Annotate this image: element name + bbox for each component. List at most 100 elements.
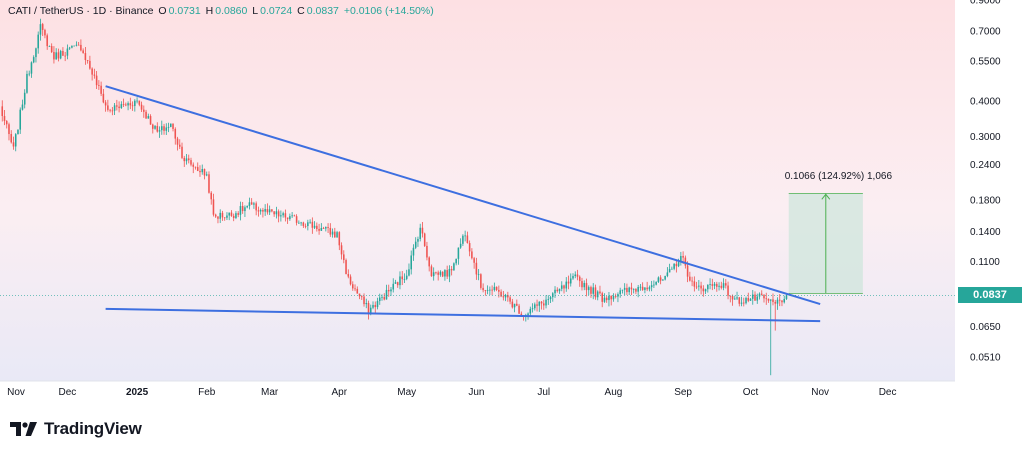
candle-body bbox=[21, 104, 24, 110]
candle-body bbox=[709, 284, 711, 285]
candle-body bbox=[68, 47, 71, 49]
x-tick-label: Nov bbox=[811, 387, 829, 398]
candle-body bbox=[558, 288, 561, 292]
x-axis[interactable]: Nov Dec 2025 Feb Mar Apr May Jun Jul Aug Sep Oct Nov… bbox=[7, 387, 896, 398]
candle-body bbox=[511, 301, 514, 308]
candle-body bbox=[217, 216, 219, 219]
candle-body bbox=[327, 227, 329, 228]
chart-area[interactable]: 0.9000 0.7000 0.5500 0.4000 0.3000 0.2400 0.18… bbox=[0, 0, 1023, 405]
candle-body bbox=[167, 126, 170, 128]
candle-body bbox=[718, 285, 720, 287]
candle-body bbox=[284, 213, 287, 218]
candle-body bbox=[673, 263, 675, 269]
candle-body bbox=[500, 291, 502, 297]
candle-body bbox=[599, 291, 601, 294]
candle-body bbox=[518, 305, 520, 314]
candle-body bbox=[35, 48, 37, 58]
candle-body bbox=[86, 60, 89, 61]
candle-body bbox=[704, 289, 707, 292]
candle-body bbox=[273, 211, 275, 215]
tradingview-logo[interactable]: TradingView bbox=[10, 419, 142, 439]
candle-body bbox=[590, 287, 592, 294]
candle-body bbox=[322, 228, 325, 229]
tradingview-logo-icon bbox=[10, 422, 37, 436]
x-tick-label: Mar bbox=[261, 387, 279, 398]
candle-body bbox=[682, 256, 684, 258]
x-tick-label: Nov bbox=[7, 387, 25, 398]
candle-body bbox=[46, 35, 48, 47]
candle-body bbox=[122, 104, 125, 105]
candle-body bbox=[208, 174, 210, 193]
candle-body bbox=[423, 233, 426, 246]
candle-body bbox=[37, 34, 39, 49]
candle-body bbox=[702, 288, 705, 292]
candle-body bbox=[196, 167, 199, 171]
candle-body bbox=[111, 110, 114, 112]
candle-body bbox=[163, 126, 165, 131]
candle-body bbox=[376, 301, 379, 308]
candle-body bbox=[448, 268, 451, 277]
candle-body bbox=[125, 104, 127, 106]
candle-body bbox=[298, 222, 300, 224]
candle-body bbox=[592, 287, 595, 294]
candle-body bbox=[246, 206, 248, 208]
candle-body bbox=[331, 231, 334, 235]
candle-body bbox=[659, 277, 662, 281]
candle-body bbox=[567, 281, 570, 284]
candle-body bbox=[147, 116, 150, 119]
candle-body bbox=[545, 299, 547, 306]
candle-body bbox=[390, 289, 392, 292]
candle-body bbox=[80, 44, 82, 51]
low-label: L bbox=[252, 5, 259, 17]
candle-body bbox=[311, 221, 314, 228]
trendlines[interactable] bbox=[105, 85, 821, 323]
candle-body bbox=[95, 75, 98, 86]
x-tick-label: Sep bbox=[674, 387, 692, 398]
price-chart[interactable]: 0.9000 0.7000 0.5500 0.4000 0.3000 0.2400 0.18… bbox=[0, 0, 1023, 405]
candle-body bbox=[8, 124, 10, 135]
candle-body bbox=[736, 297, 738, 299]
candle-body bbox=[183, 157, 186, 162]
candle-body bbox=[129, 103, 132, 106]
candle-body bbox=[543, 303, 545, 306]
candle-body bbox=[32, 57, 35, 63]
candle-body bbox=[28, 73, 30, 75]
candle-body bbox=[347, 274, 350, 277]
candle-body bbox=[356, 288, 359, 294]
candle-body bbox=[149, 116, 152, 125]
y-axis[interactable]: 0.9000 0.7000 0.5500 0.4000 0.3000 0.2400 0.18… bbox=[970, 0, 1001, 363]
candle-body bbox=[172, 123, 174, 129]
y-tick-label: 0.9000 bbox=[970, 0, 1001, 7]
x-tick-label: Apr bbox=[332, 387, 348, 398]
candle-body bbox=[428, 257, 430, 267]
trendline[interactable] bbox=[105, 85, 821, 305]
price-range-measure[interactable] bbox=[788, 192, 863, 294]
candle-body bbox=[187, 158, 190, 161]
y-tick-label: 0.1100 bbox=[970, 257, 1000, 268]
candle-body bbox=[10, 134, 13, 143]
candle-body bbox=[650, 285, 653, 288]
candle-body bbox=[475, 262, 478, 275]
candle-body bbox=[754, 294, 756, 301]
measure-arrow-head bbox=[821, 193, 831, 200]
candle-body bbox=[751, 294, 754, 299]
candle-body bbox=[489, 289, 491, 291]
candle-body bbox=[432, 272, 435, 277]
candle-body bbox=[84, 53, 87, 61]
candle-body bbox=[73, 45, 75, 47]
y-tick-label: 0.0510 bbox=[970, 352, 1001, 363]
candle-body bbox=[374, 304, 377, 308]
candle-body bbox=[392, 283, 395, 290]
candle-body bbox=[360, 296, 363, 298]
trendline[interactable] bbox=[105, 307, 821, 323]
candle-body bbox=[354, 288, 356, 290]
candle-body bbox=[253, 203, 255, 205]
candle-body bbox=[538, 301, 541, 306]
x-tick-label: Jun bbox=[468, 387, 484, 398]
candle-body bbox=[295, 216, 298, 223]
open-label: O bbox=[158, 5, 167, 17]
candle-body bbox=[340, 245, 343, 255]
candle-body bbox=[109, 109, 111, 111]
candle-body bbox=[140, 104, 143, 110]
candle-body bbox=[325, 227, 327, 229]
